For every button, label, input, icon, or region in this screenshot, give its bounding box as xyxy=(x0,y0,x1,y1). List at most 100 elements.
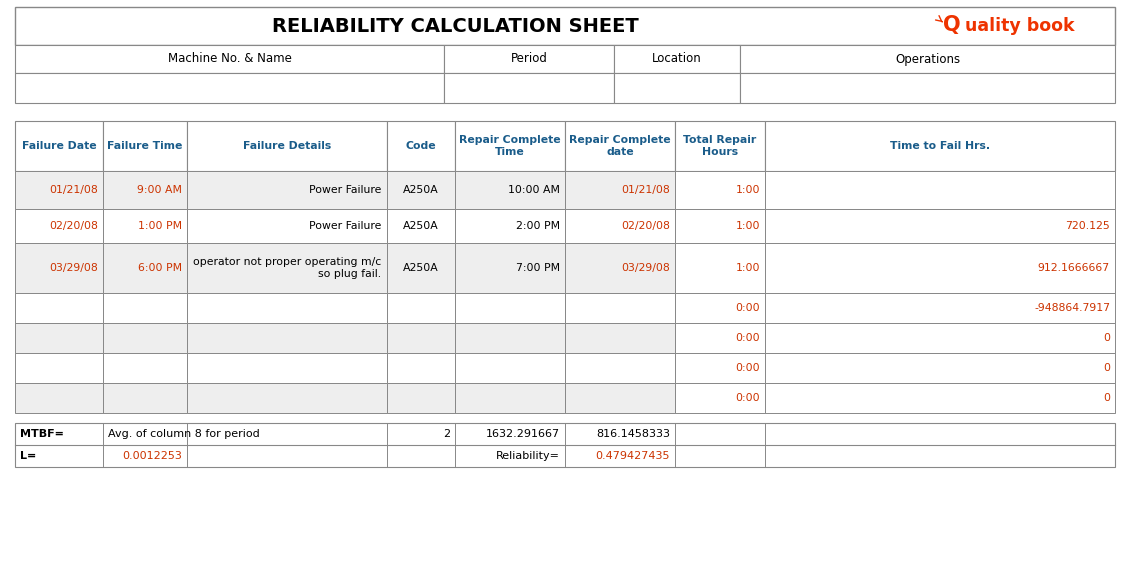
Bar xyxy=(740,73,1115,103)
Bar xyxy=(455,209,565,243)
Text: -948864.7917: -948864.7917 xyxy=(1034,303,1110,313)
Bar xyxy=(186,243,386,293)
Bar xyxy=(386,353,455,383)
Bar xyxy=(675,293,765,323)
Bar xyxy=(765,243,1115,293)
Text: 02/20/08: 02/20/08 xyxy=(622,221,670,231)
Bar xyxy=(614,73,740,103)
Bar xyxy=(765,171,1115,209)
Text: 2:00 PM: 2:00 PM xyxy=(516,221,560,231)
Bar xyxy=(675,383,765,413)
Bar xyxy=(565,323,675,353)
Bar xyxy=(15,383,103,413)
Bar xyxy=(15,209,103,243)
Bar xyxy=(765,209,1115,243)
Bar xyxy=(565,353,675,383)
Text: 03/29/08: 03/29/08 xyxy=(622,263,670,273)
Text: 0:00: 0:00 xyxy=(736,333,760,343)
Bar xyxy=(765,383,1115,413)
Bar xyxy=(15,243,103,293)
Bar xyxy=(186,353,386,383)
Text: Q: Q xyxy=(944,15,960,35)
Bar xyxy=(15,353,103,383)
Text: A250A: A250A xyxy=(403,221,438,231)
Text: 720.125: 720.125 xyxy=(1066,221,1110,231)
Text: 10:00 AM: 10:00 AM xyxy=(508,185,560,195)
Bar xyxy=(186,383,386,413)
Text: MTBF=: MTBF= xyxy=(20,429,64,439)
Bar xyxy=(444,45,614,73)
Bar xyxy=(675,243,765,293)
Text: 0:00: 0:00 xyxy=(736,393,760,403)
Text: 0.0012253: 0.0012253 xyxy=(122,451,182,461)
Bar xyxy=(15,121,103,171)
Text: Failure Details: Failure Details xyxy=(243,141,331,151)
Text: 6:00 PM: 6:00 PM xyxy=(138,263,182,273)
Text: 1:00: 1:00 xyxy=(736,185,760,195)
Text: Repair Complete
date: Repair Complete date xyxy=(570,135,671,157)
Bar xyxy=(15,171,103,209)
Bar xyxy=(565,171,675,209)
Bar xyxy=(444,73,614,103)
Bar xyxy=(675,171,765,209)
Bar xyxy=(15,7,1115,45)
Text: 1:00: 1:00 xyxy=(736,221,760,231)
Bar xyxy=(565,383,675,413)
Bar xyxy=(455,353,565,383)
Text: 1:00 PM: 1:00 PM xyxy=(138,221,182,231)
Bar xyxy=(455,383,565,413)
Bar xyxy=(386,383,455,413)
Bar xyxy=(740,45,1115,73)
Bar xyxy=(103,353,186,383)
Text: 0: 0 xyxy=(1103,363,1110,373)
Bar xyxy=(186,121,386,171)
Bar xyxy=(103,383,186,413)
Text: 01/21/08: 01/21/08 xyxy=(50,185,98,195)
Bar xyxy=(15,293,103,323)
Text: Total Repair
Hours: Total Repair Hours xyxy=(684,135,757,157)
Bar xyxy=(565,243,675,293)
Bar xyxy=(765,353,1115,383)
Bar xyxy=(15,323,103,353)
Text: Repair Complete
Time: Repair Complete Time xyxy=(459,135,560,157)
Bar xyxy=(614,45,740,73)
Bar xyxy=(455,121,565,171)
Text: 0.479427435: 0.479427435 xyxy=(596,451,670,461)
Bar xyxy=(15,423,1115,467)
Text: Avg. of column 8 for period: Avg. of column 8 for period xyxy=(108,429,260,439)
Text: 1632.291667: 1632.291667 xyxy=(486,429,560,439)
Text: 0: 0 xyxy=(1103,333,1110,343)
Bar xyxy=(565,209,675,243)
Bar xyxy=(455,293,565,323)
Bar xyxy=(675,353,765,383)
Text: 2: 2 xyxy=(443,429,450,439)
Bar xyxy=(675,323,765,353)
Text: 01/21/08: 01/21/08 xyxy=(622,185,670,195)
Bar xyxy=(103,121,186,171)
Bar xyxy=(765,121,1115,171)
Text: A250A: A250A xyxy=(403,263,438,273)
Text: Time to Fail Hrs.: Time to Fail Hrs. xyxy=(890,141,990,151)
Text: 9:00 AM: 9:00 AM xyxy=(137,185,182,195)
Bar xyxy=(765,293,1115,323)
Text: operator not proper operating m/c
so plug fail.: operator not proper operating m/c so plu… xyxy=(193,257,381,279)
Bar xyxy=(103,243,186,293)
Bar xyxy=(565,293,675,323)
Bar xyxy=(103,171,186,209)
Text: 0: 0 xyxy=(1103,393,1110,403)
Text: Operations: Operations xyxy=(895,52,960,66)
Bar xyxy=(386,171,455,209)
Text: 0:00: 0:00 xyxy=(736,363,760,373)
Text: Period: Period xyxy=(511,52,547,66)
Bar xyxy=(186,293,386,323)
Bar xyxy=(455,243,565,293)
Bar xyxy=(186,171,386,209)
Bar xyxy=(186,323,386,353)
Bar xyxy=(565,121,675,171)
Bar xyxy=(186,209,386,243)
Bar xyxy=(15,73,444,103)
Bar xyxy=(386,121,455,171)
Text: Machine No. & Name: Machine No. & Name xyxy=(167,52,292,66)
Text: 0:00: 0:00 xyxy=(736,303,760,313)
Text: 03/29/08: 03/29/08 xyxy=(50,263,98,273)
